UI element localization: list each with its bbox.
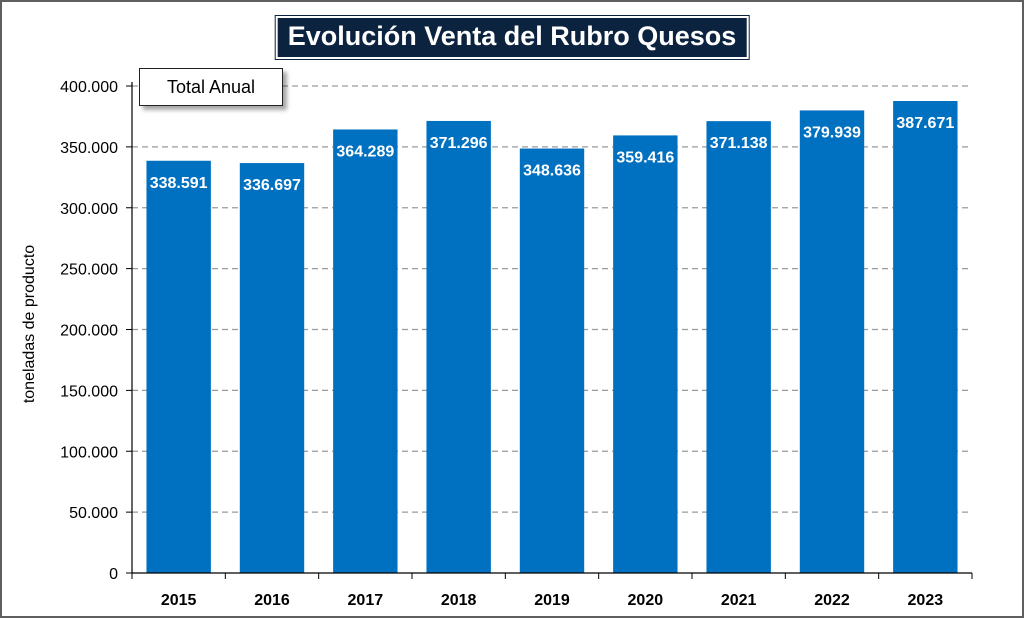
x-tick-label: 2022 — [814, 592, 850, 609]
bar — [519, 148, 585, 573]
y-tick-label: 200.000 — [60, 323, 118, 340]
bar — [146, 160, 211, 574]
y-tick-label: 300.000 — [60, 201, 118, 218]
y-ticks: 0 50.000 100.000 150.000 200.000 250.000 300.0… — [60, 79, 132, 583]
y-tick-label: 400.000 — [60, 79, 118, 96]
x-tick-label: 2018 — [441, 592, 477, 609]
bar — [613, 135, 678, 574]
y-tick-label: 350.000 — [60, 140, 118, 157]
x-tick-label: 2023 — [908, 592, 944, 609]
bar-value-label: 364.289 — [336, 143, 394, 160]
y-tick-label: 0 — [109, 566, 118, 583]
x-tick-label: 2021 — [721, 592, 757, 609]
legend: Total Anual — [139, 68, 283, 106]
bar-value-label: 338.591 — [150, 175, 208, 192]
x-tick-label: 2015 — [161, 592, 197, 609]
x-tick-label: 2019 — [534, 592, 570, 609]
bar-value-label: 359.416 — [616, 149, 674, 166]
bar — [893, 101, 958, 573]
bar — [706, 121, 771, 573]
bar — [426, 120, 491, 574]
x-tick-label: 2016 — [254, 592, 290, 609]
bar — [239, 163, 305, 573]
bars — [146, 101, 958, 574]
bar-value-label: 387.671 — [896, 115, 954, 132]
legend-label: Total Anual — [166, 76, 256, 97]
bar-value-label: 371.296 — [430, 135, 488, 152]
x-tick-label: 2020 — [628, 592, 664, 609]
x-ticks: 2015 2016 2017 2018 2019 2020 2021 2022 2023 — [131, 573, 973, 609]
axes — [131, 82, 972, 574]
y-tick-label: 250.000 — [60, 262, 118, 279]
y-tick-label: 150.000 — [60, 383, 118, 400]
bar-value-label: 379.939 — [803, 124, 861, 141]
chart-title: Evolución Venta del Rubro Quesos — [275, 16, 749, 59]
y-axis-label: toneladas de producto — [21, 245, 38, 403]
bar — [799, 110, 865, 574]
bar-labels: 338.591 336.697 364.289 371.296 348.636 359.4… — [150, 115, 955, 194]
bar-value-label: 371.138 — [710, 135, 768, 152]
y-tick-label: 100.000 — [60, 444, 118, 461]
bar-value-label: 348.636 — [523, 163, 581, 180]
y-tick-label: 50.000 — [69, 505, 118, 522]
x-tick-label: 2017 — [348, 592, 384, 609]
bar — [333, 129, 398, 573]
bar-value-label: 336.697 — [243, 177, 301, 194]
